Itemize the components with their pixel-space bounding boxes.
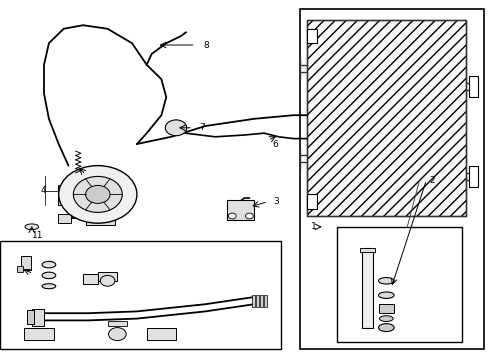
Bar <box>98 272 117 281</box>
Ellipse shape <box>42 261 56 268</box>
Text: 11: 11 <box>32 231 43 240</box>
Bar <box>359 248 374 252</box>
Bar <box>306 29 316 43</box>
Bar <box>378 304 393 313</box>
Text: 5: 5 <box>90 173 96 182</box>
Bar <box>66 178 102 211</box>
Ellipse shape <box>73 176 122 212</box>
Text: 3: 3 <box>272 197 278 206</box>
Ellipse shape <box>42 272 56 279</box>
Bar <box>17 266 23 272</box>
Text: 2: 2 <box>428 176 434 185</box>
Circle shape <box>245 213 253 219</box>
Text: 9: 9 <box>266 300 272 309</box>
Bar <box>259 295 262 307</box>
Bar <box>306 20 465 216</box>
Bar <box>0 241 281 349</box>
Ellipse shape <box>25 224 39 230</box>
Bar <box>468 76 477 97</box>
Circle shape <box>100 275 115 286</box>
Bar <box>306 194 316 209</box>
Bar <box>300 9 483 349</box>
Bar <box>251 295 254 307</box>
Text: 1: 1 <box>310 222 316 231</box>
Bar <box>32 309 44 326</box>
Bar <box>85 217 115 225</box>
Circle shape <box>228 213 236 219</box>
Circle shape <box>85 185 110 203</box>
Bar <box>58 214 71 223</box>
Circle shape <box>108 328 126 341</box>
Bar <box>337 227 461 342</box>
Bar <box>146 328 176 340</box>
Bar <box>27 310 34 324</box>
Bar <box>58 185 71 205</box>
Bar <box>263 295 266 307</box>
Ellipse shape <box>378 324 393 332</box>
Text: 7: 7 <box>199 123 205 132</box>
Bar <box>20 256 31 270</box>
Text: 8: 8 <box>203 41 208 50</box>
Ellipse shape <box>379 316 392 321</box>
Ellipse shape <box>59 166 137 223</box>
Ellipse shape <box>42 284 56 289</box>
Bar <box>72 210 102 218</box>
Bar <box>107 321 127 326</box>
Bar <box>255 295 258 307</box>
Ellipse shape <box>378 278 393 284</box>
Bar <box>468 166 477 187</box>
Bar <box>227 200 254 220</box>
Ellipse shape <box>378 292 393 298</box>
Text: 10: 10 <box>38 272 50 281</box>
Text: 6: 6 <box>272 140 278 149</box>
Bar <box>24 328 54 340</box>
Bar <box>83 274 98 284</box>
Bar <box>361 248 372 328</box>
Circle shape <box>165 120 186 136</box>
Text: 4: 4 <box>40 186 46 195</box>
